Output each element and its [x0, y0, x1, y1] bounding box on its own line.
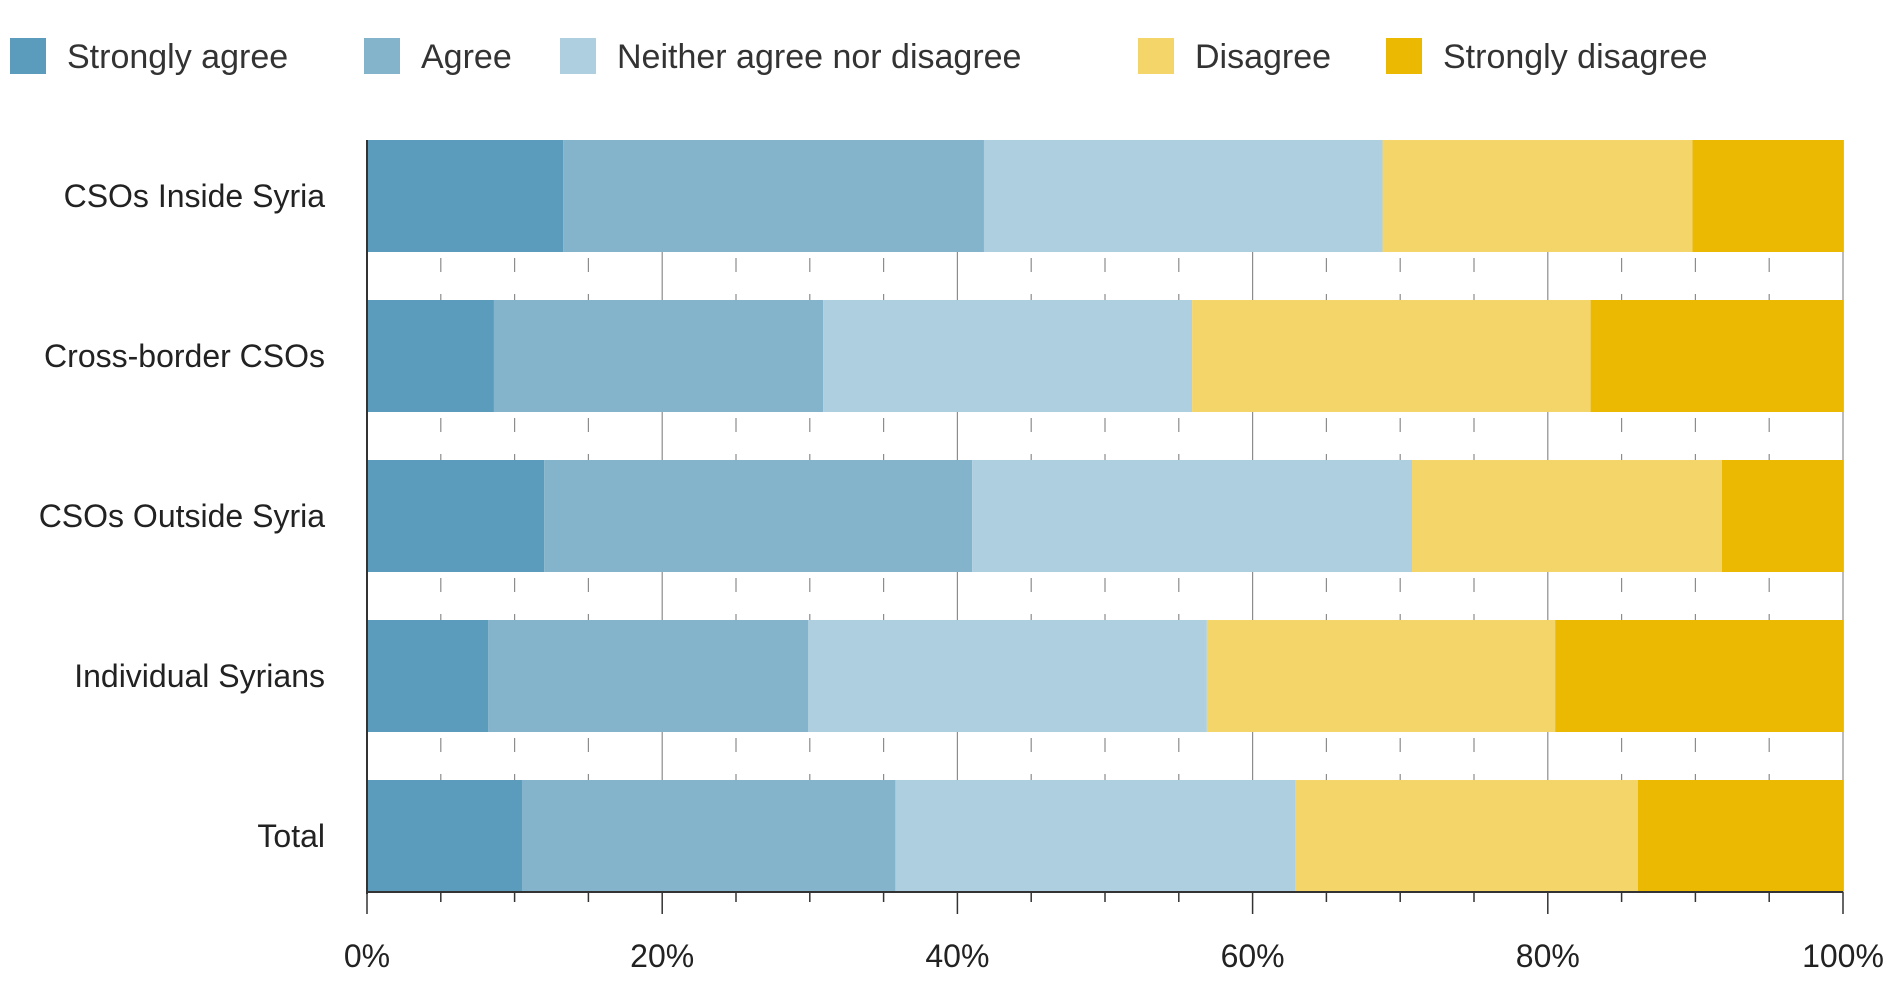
category-label: Individual Syrians	[74, 658, 325, 694]
x-tick-label: 20%	[630, 938, 694, 974]
bar-row-csos-outside-syria: CSOs Outside Syria	[39, 460, 1843, 572]
bar-segment-disagree	[1206, 620, 1556, 732]
legend-swatch-neither-agree-nor-disagree	[560, 38, 596, 74]
legend-label-disagree: Disagree	[1195, 38, 1331, 76]
bar-segment-strongly-agree	[367, 460, 545, 572]
bar-segment-strongly-agree	[367, 300, 494, 412]
bar-segment-neither-agree-nor-disagree	[972, 460, 1413, 572]
legend-item-strongly-agree: Strongly agree	[10, 38, 288, 76]
bar-segment-disagree	[1192, 300, 1591, 412]
bar-row-csos-inside-syria: CSOs Inside Syria	[64, 140, 1843, 252]
x-tick-label: 40%	[925, 938, 989, 974]
legend-label-strongly-disagree: Strongly disagree	[1443, 38, 1708, 76]
bar-segment-agree	[521, 780, 896, 892]
bar-segment-strongly-disagree	[1555, 620, 1843, 732]
bar-row-total: Total	[257, 780, 1843, 892]
bar-segment-neither-agree-nor-disagree	[823, 300, 1193, 412]
category-label: CSOs Outside Syria	[39, 498, 326, 534]
x-tick-label: 80%	[1516, 938, 1580, 974]
bar-segment-agree	[563, 140, 984, 252]
legend-item-neither-agree-nor-disagree: Neither agree nor disagree	[560, 38, 1021, 76]
legend-swatch-strongly-disagree	[1386, 38, 1422, 74]
legend-item-disagree: Disagree	[1138, 38, 1331, 76]
legend: Strongly agree Agree Neither agree nor dis…	[10, 38, 1708, 76]
legend-label-agree: Agree	[421, 38, 512, 76]
bar-segment-strongly-agree	[367, 780, 522, 892]
x-tick-label: 60%	[1221, 938, 1285, 974]
category-label: Cross-border CSOs	[44, 338, 325, 374]
legend-swatch-agree	[364, 38, 400, 74]
category-label: CSOs Inside Syria	[64, 178, 326, 214]
bar-segment-strongly-disagree	[1692, 140, 1843, 252]
bar-segment-strongly-agree	[367, 140, 564, 252]
legend-label-strongly-agree: Strongly agree	[67, 38, 288, 76]
legend-swatch-disagree	[1138, 38, 1174, 74]
bar-row-individual-syrians: Individual Syrians	[74, 620, 1843, 732]
legend-swatch-strongly-agree	[10, 38, 46, 74]
bar-segment-disagree	[1412, 460, 1722, 572]
legend-item-strongly-disagree: Strongly disagree	[1386, 38, 1708, 76]
x-tick-label: 0%	[344, 938, 390, 974]
bar-segment-strongly-agree	[367, 620, 489, 732]
bar-segment-disagree	[1295, 780, 1638, 892]
axes: 0% 20% 40% 60% 80% 100%	[344, 140, 1884, 974]
bar-segment-agree	[544, 460, 973, 572]
bar-segment-strongly-disagree	[1590, 300, 1843, 412]
legend-item-agree: Agree	[364, 38, 512, 76]
bar-segment-disagree	[1382, 140, 1693, 252]
x-tick-label: 100%	[1802, 938, 1884, 974]
legend-label-neither-agree-nor-disagree: Neither agree nor disagree	[617, 38, 1021, 76]
bar-segment-neither-agree-nor-disagree	[895, 780, 1296, 892]
bar-segment-neither-agree-nor-disagree	[808, 620, 1207, 732]
bar-segment-strongly-disagree	[1637, 780, 1843, 892]
bar-segment-agree	[493, 300, 824, 412]
category-label: Total	[257, 818, 325, 854]
bar-segment-strongly-disagree	[1721, 460, 1843, 572]
bars: CSOs Inside Syria Cross-border CSOs CSOs O…	[39, 140, 1843, 892]
bar-segment-agree	[488, 620, 809, 732]
bar-row-cross-border-csos: Cross-border CSOs	[44, 300, 1843, 412]
bar-segment-neither-agree-nor-disagree	[983, 140, 1383, 252]
